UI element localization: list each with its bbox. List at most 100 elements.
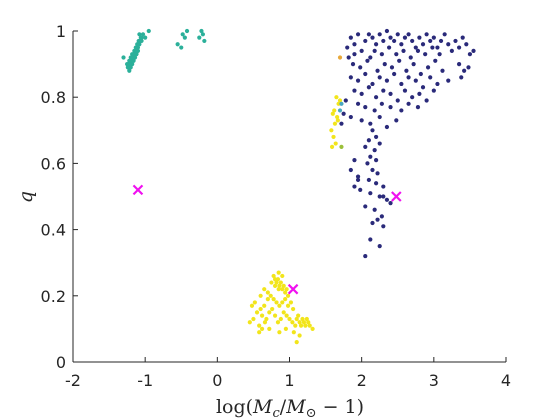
data-point xyxy=(267,326,272,331)
data-point xyxy=(366,85,371,90)
data-point xyxy=(130,62,135,67)
data-point xyxy=(375,68,380,73)
data-point xyxy=(428,38,433,44)
data-point xyxy=(384,197,390,202)
data-point xyxy=(272,277,278,282)
data-point xyxy=(363,38,368,44)
data-point xyxy=(424,98,429,103)
data-point xyxy=(265,297,270,302)
data-point xyxy=(293,323,298,328)
y-axis-label: q xyxy=(15,191,37,203)
data-point xyxy=(399,108,404,113)
data-point xyxy=(341,111,346,116)
x-tick-label: 1 xyxy=(284,371,294,390)
data-point xyxy=(268,293,273,298)
data-point xyxy=(428,75,433,80)
data-point xyxy=(392,71,397,77)
data-point xyxy=(348,114,353,120)
data-point xyxy=(277,283,282,288)
data-point xyxy=(262,303,267,308)
data-point xyxy=(143,35,148,40)
data-point xyxy=(402,35,408,40)
data-point xyxy=(388,105,393,110)
data-point xyxy=(368,55,373,60)
data-point xyxy=(269,280,274,285)
data-point xyxy=(384,28,390,34)
data-point xyxy=(146,28,151,34)
data-point xyxy=(139,38,144,44)
data-point xyxy=(359,91,364,96)
data-point xyxy=(377,244,382,249)
data-point xyxy=(401,48,406,53)
data-point xyxy=(386,45,392,50)
data-point xyxy=(374,134,379,140)
data-point xyxy=(431,88,436,93)
data-point xyxy=(348,167,353,173)
data-point xyxy=(381,224,386,229)
data-point xyxy=(363,204,368,209)
data-point xyxy=(184,28,190,34)
data-point xyxy=(358,187,363,192)
data-point xyxy=(135,45,141,50)
x-tick-label: 2 xyxy=(357,371,367,390)
data-point xyxy=(262,320,268,325)
data-point xyxy=(415,48,421,53)
data-point xyxy=(127,68,132,73)
data-point xyxy=(355,78,361,83)
data-point xyxy=(392,38,397,44)
data-point xyxy=(399,81,404,87)
data-point xyxy=(301,320,307,325)
data-point xyxy=(125,65,130,70)
data-point xyxy=(285,293,291,298)
data-point xyxy=(370,128,375,133)
data-point xyxy=(377,194,382,199)
data-point xyxy=(366,177,371,183)
data-point xyxy=(381,184,386,189)
data-point xyxy=(337,98,343,103)
data-point xyxy=(404,68,409,73)
data-point xyxy=(368,154,373,159)
data-point xyxy=(346,55,351,60)
data-point xyxy=(446,78,451,83)
data-point xyxy=(352,157,357,163)
data-point xyxy=(355,32,361,37)
data-point xyxy=(350,62,356,67)
data-point xyxy=(424,32,429,37)
data-point xyxy=(379,101,384,106)
data-point xyxy=(435,81,440,87)
y-tick-label: 0.2 xyxy=(41,287,66,306)
data-point xyxy=(291,330,296,335)
data-point xyxy=(140,32,146,37)
data-point xyxy=(280,300,285,305)
y-tick-label: 0.6 xyxy=(41,154,66,173)
data-point xyxy=(456,45,462,50)
data-point xyxy=(379,214,384,219)
data-point xyxy=(330,111,335,116)
data-point xyxy=(449,48,454,53)
data-point xyxy=(280,287,285,292)
data-point xyxy=(277,330,282,335)
data-point xyxy=(374,181,379,186)
data-point xyxy=(265,290,270,295)
data-point xyxy=(247,320,252,325)
data-point xyxy=(294,340,299,345)
data-point xyxy=(290,320,295,325)
data-point xyxy=(446,42,451,47)
data-point xyxy=(366,32,371,37)
data-point xyxy=(284,313,289,318)
data-point xyxy=(413,45,418,50)
data-point xyxy=(331,134,336,140)
data-point xyxy=(275,320,281,325)
data-point xyxy=(278,316,283,322)
data-point xyxy=(281,310,286,315)
data-point xyxy=(200,32,205,37)
data-point xyxy=(132,55,138,60)
data-point xyxy=(297,333,302,338)
data-point xyxy=(258,306,263,312)
y-tick-label: 0.4 xyxy=(41,221,66,240)
data-point xyxy=(417,91,422,96)
data-point xyxy=(283,290,288,295)
data-point xyxy=(254,310,260,315)
data-points xyxy=(121,28,476,345)
